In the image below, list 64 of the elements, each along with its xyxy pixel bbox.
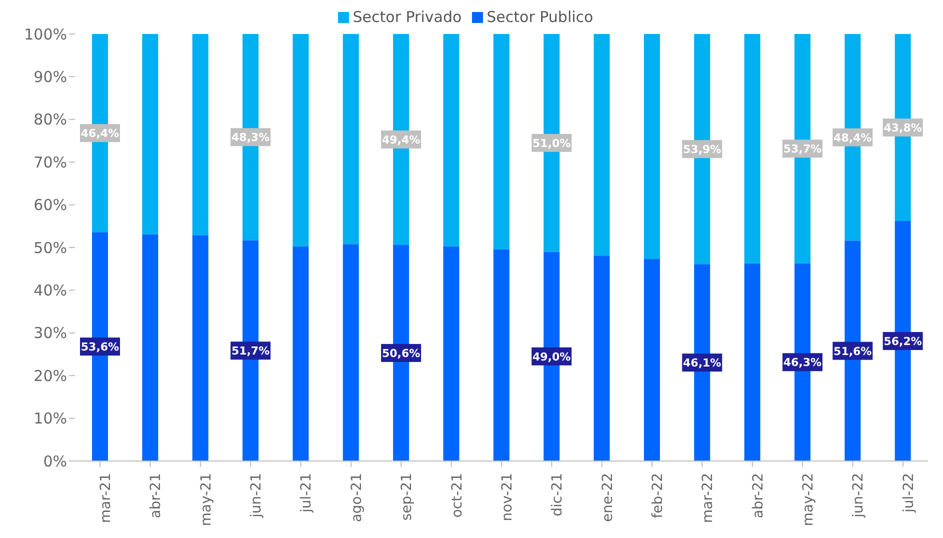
bar	[342, 34, 359, 244]
x-tick-label: ene-22	[600, 473, 616, 522]
data-label: 53,9%	[683, 143, 722, 156]
bar	[443, 246, 460, 461]
y-tick-label: 90%	[34, 68, 67, 86]
y-tick-label: 70%	[34, 153, 67, 172]
x-tick-label: ago-21	[348, 473, 365, 522]
x-tick-label: nov-21	[499, 473, 516, 522]
bar	[493, 34, 510, 250]
x-tick-label: mar-21	[98, 473, 114, 523]
data-label: 46,3%	[783, 356, 822, 370]
x-tick-label: dic-21	[550, 473, 566, 516]
bar	[443, 34, 460, 246]
data-label: 43,8%	[884, 122, 922, 135]
y-tick-label: 0%	[43, 452, 67, 470]
bar	[192, 235, 208, 461]
x-tick-label: jun-21	[248, 473, 265, 519]
data-label: 51,6%	[834, 344, 872, 358]
data-label: 53,7%	[783, 142, 822, 156]
bar	[342, 244, 359, 461]
bar	[744, 263, 760, 461]
x-tick-label: may-22	[800, 473, 816, 526]
bar	[644, 259, 660, 461]
y-tick-label: 40%	[34, 282, 67, 300]
x-tick-label: abr-21	[148, 473, 164, 518]
x-tick-label: sep-21	[399, 473, 416, 521]
y-tick-label: 30%	[34, 324, 67, 342]
x-tick-label: abr-22	[750, 473, 766, 518]
bar	[142, 234, 158, 461]
x-tick-label: jun-22	[850, 473, 867, 519]
data-label: 46,4%	[80, 127, 120, 140]
y-tick-label: 80%	[34, 110, 67, 129]
x-tick-label: may-21	[198, 473, 214, 526]
data-label: 56,2%	[884, 335, 922, 348]
bar	[142, 34, 158, 234]
bar	[744, 34, 760, 264]
y-tick-label: 20%	[34, 366, 67, 385]
bar	[192, 34, 208, 236]
data-label: 53,6%	[80, 340, 120, 354]
bar	[594, 256, 610, 461]
x-tick-label: feb-22	[650, 473, 666, 518]
y-tick-label: 50%	[34, 238, 67, 257]
bar	[292, 246, 309, 461]
data-label: 48,3%	[231, 131, 270, 144]
bar	[644, 34, 660, 260]
data-label: 51,7%	[231, 344, 270, 358]
legend-label: Sector Publico	[486, 8, 594, 26]
bar	[292, 34, 309, 246]
x-tick-label: oct-21	[449, 473, 466, 518]
y-tick-label: 10%	[34, 410, 67, 428]
y-tick-label: 60%	[34, 196, 67, 214]
x-tick-label: jul-21	[298, 473, 315, 514]
x-tick-label: mar-22	[700, 473, 716, 523]
bar	[493, 249, 510, 461]
data-label: 46,1%	[683, 356, 722, 370]
legend-label: Sector Privado	[352, 8, 462, 26]
x-tick-label: jul-22	[900, 473, 917, 514]
bar	[594, 34, 610, 256]
data-label: 49,4%	[382, 133, 420, 146]
y-tick-label: 100%	[24, 25, 67, 44]
data-label: 49,0%	[532, 350, 571, 364]
data-label: 50,6%	[382, 346, 420, 360]
data-label: 48,4%	[834, 131, 872, 144]
data-label: 51,0%	[532, 136, 571, 150]
